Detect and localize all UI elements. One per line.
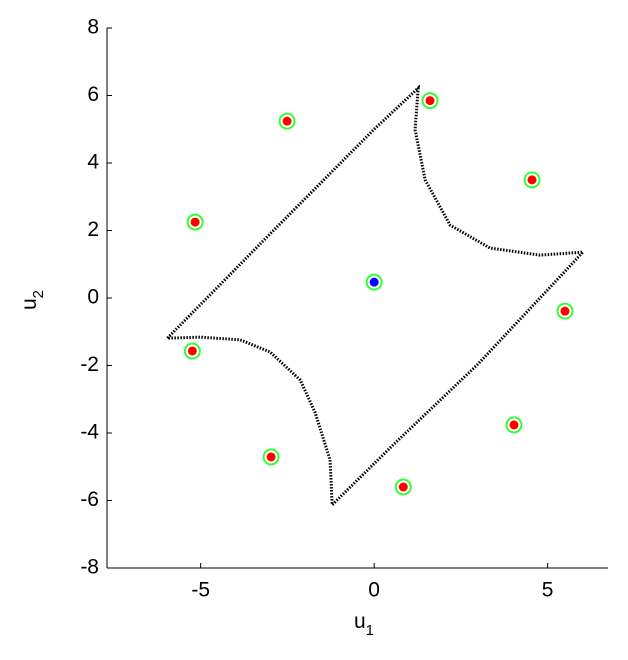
x-label-main: u — [354, 610, 366, 633]
y-label-main: u — [18, 298, 41, 310]
y-tick-label: 2 — [87, 218, 99, 241]
y-tick-label: -2 — [80, 353, 99, 376]
point — [425, 96, 435, 106]
point — [190, 217, 200, 227]
x-axis-label: u1 — [354, 610, 374, 639]
y-tick-label: -8 — [80, 556, 99, 579]
y-tick-label: 4 — [87, 151, 99, 174]
point — [509, 420, 519, 430]
x-label-sub: 1 — [366, 622, 374, 639]
point — [398, 482, 408, 492]
point — [560, 306, 570, 316]
x-tick-label: 0 — [368, 579, 380, 602]
y-tick-label: -6 — [80, 488, 99, 511]
x-tick-label: -5 — [191, 579, 210, 602]
y-tick-label: 0 — [87, 286, 99, 309]
y-label-sub: 2 — [30, 290, 47, 298]
y-tick-label: 6 — [87, 83, 99, 106]
point — [527, 175, 537, 185]
x-tick-label: 5 — [542, 579, 554, 602]
caustic-curve — [166, 84, 587, 509]
y-tick-label: 8 — [87, 16, 99, 39]
point — [187, 346, 197, 356]
point — [266, 452, 276, 462]
y-tick-label: -4 — [80, 421, 99, 444]
point — [369, 277, 379, 287]
point — [282, 116, 292, 126]
y-axis-label: u2 — [18, 290, 47, 310]
